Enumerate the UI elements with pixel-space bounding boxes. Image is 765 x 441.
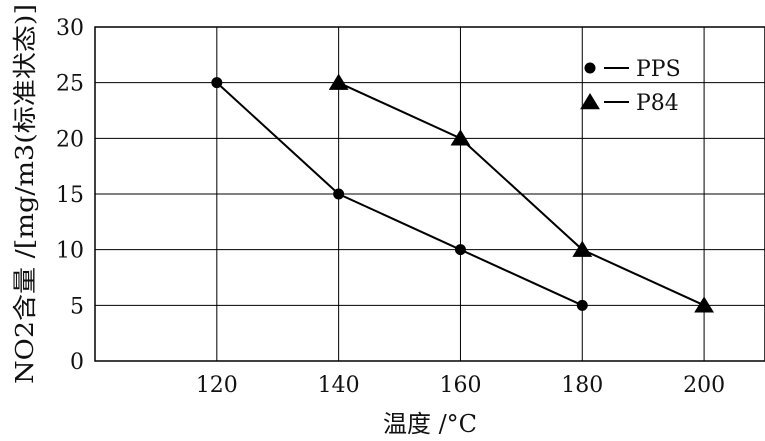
- x-tick-labels: 120 140 160 180 200: [196, 373, 725, 398]
- data-point-p84: [450, 129, 471, 146]
- data-point-p84: [328, 73, 349, 90]
- data-point-p84: [572, 240, 593, 257]
- y-tick-label: 0: [70, 350, 84, 375]
- x-tick-label: 160: [439, 373, 481, 398]
- y-tick-label: 10: [56, 239, 84, 264]
- x-tick-label: 120: [196, 373, 238, 398]
- x-axis-label: 温度 /°C: [383, 410, 477, 438]
- plot-frame: [94, 26, 765, 362]
- series-pps: [211, 77, 588, 311]
- data-point-pps: [211, 77, 223, 89]
- legend-label-pps: PPS: [636, 57, 681, 82]
- series-line-pps: [216, 81, 583, 307]
- legend-label-p84: P84: [636, 91, 679, 116]
- data-point-pps: [333, 188, 345, 200]
- data-point-pps: [576, 299, 588, 311]
- x-tick-label: 200: [683, 373, 725, 398]
- y-tick-label: 5: [70, 294, 84, 319]
- y-tick-label: 30: [56, 16, 84, 41]
- legend-marker-pps: [584, 62, 596, 74]
- series-group: [211, 73, 714, 313]
- series-line-p84: [338, 81, 705, 307]
- y-tick-label: 25: [56, 72, 84, 97]
- y-tick-label: 20: [56, 127, 84, 152]
- data-point-pps: [454, 244, 466, 256]
- series-p84: [328, 73, 714, 313]
- legend-marker-p84: [580, 93, 600, 110]
- legend: PPS P84: [580, 57, 681, 116]
- y-tick-label: 15: [56, 183, 84, 208]
- x-tick-label: 180: [561, 373, 603, 398]
- y-axis-label: NO2含量 /[mg/m3(标准状态)]: [11, 4, 39, 384]
- data-point-p84: [694, 296, 714, 313]
- y-tick-labels: 0 5 10 15 20 25 30: [56, 16, 84, 375]
- x-tick-label: 140: [318, 373, 360, 398]
